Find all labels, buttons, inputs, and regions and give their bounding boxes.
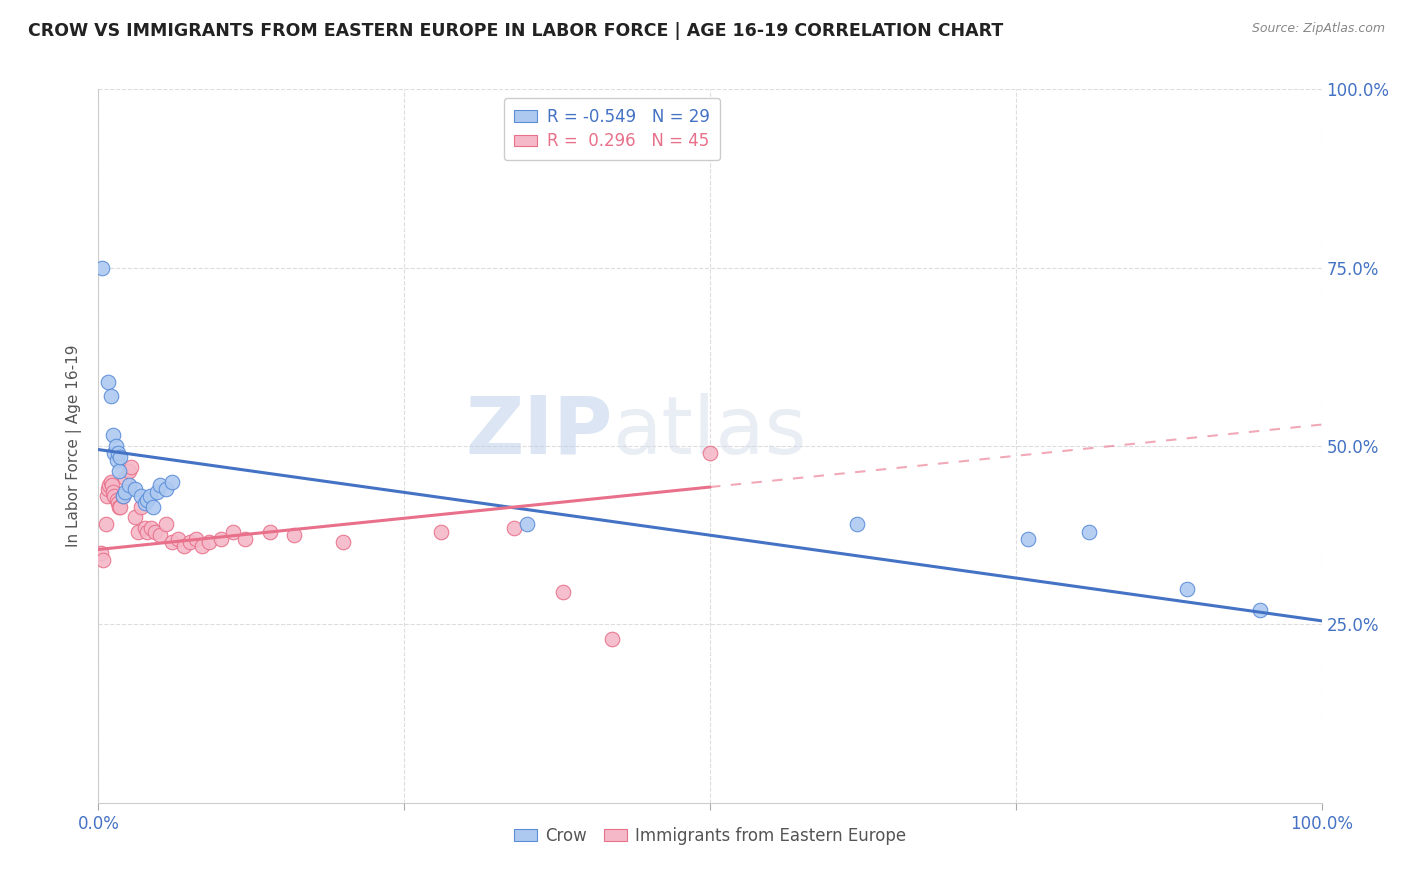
- Point: [136, 524, 159, 539]
- Point: [1017, 532, 1039, 546]
- Point: [191, 539, 214, 553]
- Point: [91, 260, 114, 275]
- Point: [1249, 603, 1271, 617]
- Point: [103, 446, 125, 460]
- Point: [222, 524, 245, 539]
- Point: [503, 521, 526, 535]
- Point: [120, 460, 142, 475]
- Legend: Crow, Immigrants from Eastern Europe: Crow, Immigrants from Eastern Europe: [508, 821, 912, 852]
- Point: [124, 482, 146, 496]
- Point: [98, 478, 121, 492]
- Point: [197, 535, 219, 549]
- Point: [139, 489, 162, 503]
- Point: [124, 510, 146, 524]
- Point: [179, 535, 201, 549]
- Point: [104, 439, 127, 453]
- Point: [101, 485, 124, 500]
- Point: [134, 521, 156, 535]
- Y-axis label: In Labor Force | Age 16-19: In Labor Force | Age 16-19: [66, 344, 83, 548]
- Point: [845, 517, 868, 532]
- Point: [100, 389, 122, 403]
- Point: [1078, 524, 1101, 539]
- Point: [127, 524, 149, 539]
- Point: [173, 539, 195, 553]
- Point: [283, 528, 305, 542]
- Point: [107, 446, 129, 460]
- Text: CROW VS IMMIGRANTS FROM EASTERN EUROPE IN LABOR FORCE | AGE 16-19 CORRELATION CH: CROW VS IMMIGRANTS FROM EASTERN EUROPE I…: [28, 22, 1004, 40]
- Point: [103, 489, 125, 503]
- Point: [332, 535, 354, 549]
- Point: [101, 478, 124, 492]
- Point: [600, 632, 623, 646]
- Point: [699, 446, 721, 460]
- Point: [91, 553, 114, 567]
- Point: [118, 464, 141, 478]
- Point: [129, 500, 152, 514]
- Point: [259, 524, 281, 539]
- Point: [100, 475, 122, 489]
- Point: [149, 528, 172, 542]
- Point: [430, 524, 453, 539]
- Point: [108, 500, 131, 514]
- Point: [515, 517, 537, 532]
- Point: [160, 475, 183, 489]
- Point: [118, 478, 141, 492]
- Point: [134, 496, 156, 510]
- Point: [97, 482, 120, 496]
- Point: [155, 517, 177, 532]
- Point: [209, 532, 232, 546]
- Point: [233, 532, 256, 546]
- Point: [114, 471, 136, 485]
- Point: [96, 489, 118, 503]
- Point: [111, 489, 134, 503]
- Point: [110, 500, 132, 514]
- Text: atlas: atlas: [612, 392, 807, 471]
- Point: [149, 478, 172, 492]
- Point: [142, 500, 165, 514]
- Text: Source: ZipAtlas.com: Source: ZipAtlas.com: [1251, 22, 1385, 36]
- Point: [167, 532, 190, 546]
- Point: [114, 485, 136, 500]
- Point: [143, 524, 166, 539]
- Point: [94, 517, 117, 532]
- Point: [105, 492, 128, 507]
- Point: [90, 546, 112, 560]
- Point: [101, 428, 124, 442]
- Point: [97, 375, 120, 389]
- Point: [139, 521, 162, 535]
- Text: ZIP: ZIP: [465, 392, 612, 471]
- Point: [136, 492, 159, 507]
- Point: [146, 485, 169, 500]
- Point: [186, 532, 208, 546]
- Point: [155, 482, 177, 496]
- Point: [553, 585, 575, 599]
- Point: [105, 453, 128, 467]
- Point: [110, 450, 132, 464]
- Point: [129, 489, 152, 503]
- Point: [111, 489, 134, 503]
- Point: [107, 496, 129, 510]
- Point: [108, 464, 131, 478]
- Point: [160, 535, 183, 549]
- Point: [1175, 582, 1198, 596]
